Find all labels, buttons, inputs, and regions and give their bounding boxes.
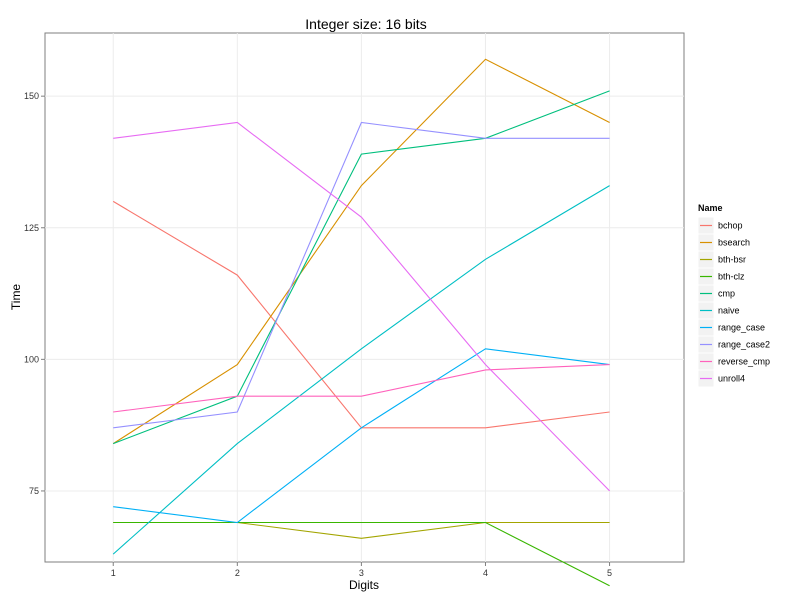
legend: Name bchop bsearch bth-bsr bth-clz cmp naive r… (697, 203, 770, 388)
legend-label-unroll4: unroll4 (718, 374, 745, 384)
plot-background (44, 32, 685, 563)
legend-label-bsearch: bsearch (718, 238, 750, 248)
legend-label-bchop: bchop (718, 221, 743, 231)
legend-label-bth-clz: bth-clz (718, 272, 745, 282)
legend-label-reverse_cmp: reverse_cmp (718, 357, 770, 367)
legend-label-naive: naive (718, 306, 740, 316)
y-tick-label: 125 (24, 223, 39, 233)
plot-panel (44, 32, 685, 587)
legend-label-range_case2: range_case2 (718, 340, 770, 350)
series-line-bth-clz (113, 521, 610, 587)
x-tick-label: 1 (111, 568, 116, 578)
chart-title: Integer size: 16 bits (305, 16, 426, 32)
x-axis-title: Digits (349, 578, 379, 592)
y-tick-label: 100 (24, 354, 39, 364)
x-tick-label: 2 (235, 568, 240, 578)
y-tick-label: 150 (24, 91, 39, 101)
legend-label-bth-bsr: bth-bsr (718, 255, 746, 265)
legend-label-range_case: range_case (718, 323, 765, 333)
x-tick-label: 5 (607, 568, 612, 578)
series-line-range_case (113, 348, 610, 524)
series-line-reverse_cmp (113, 364, 610, 413)
x-tick-label: 3 (359, 568, 364, 578)
series-line-range_case2 (113, 121, 610, 429)
series-line-unroll4 (113, 121, 610, 492)
y-tick-label: 75 (29, 486, 39, 496)
x-tick-label: 4 (483, 568, 488, 578)
series-line-bsearch (112, 58, 610, 445)
legend-label-cmp: cmp (718, 289, 735, 299)
legend-title: Name (698, 203, 723, 213)
y-axis-title: Time (9, 284, 23, 311)
series-line-cmp (113, 90, 610, 445)
series-line-naive (112, 185, 610, 555)
